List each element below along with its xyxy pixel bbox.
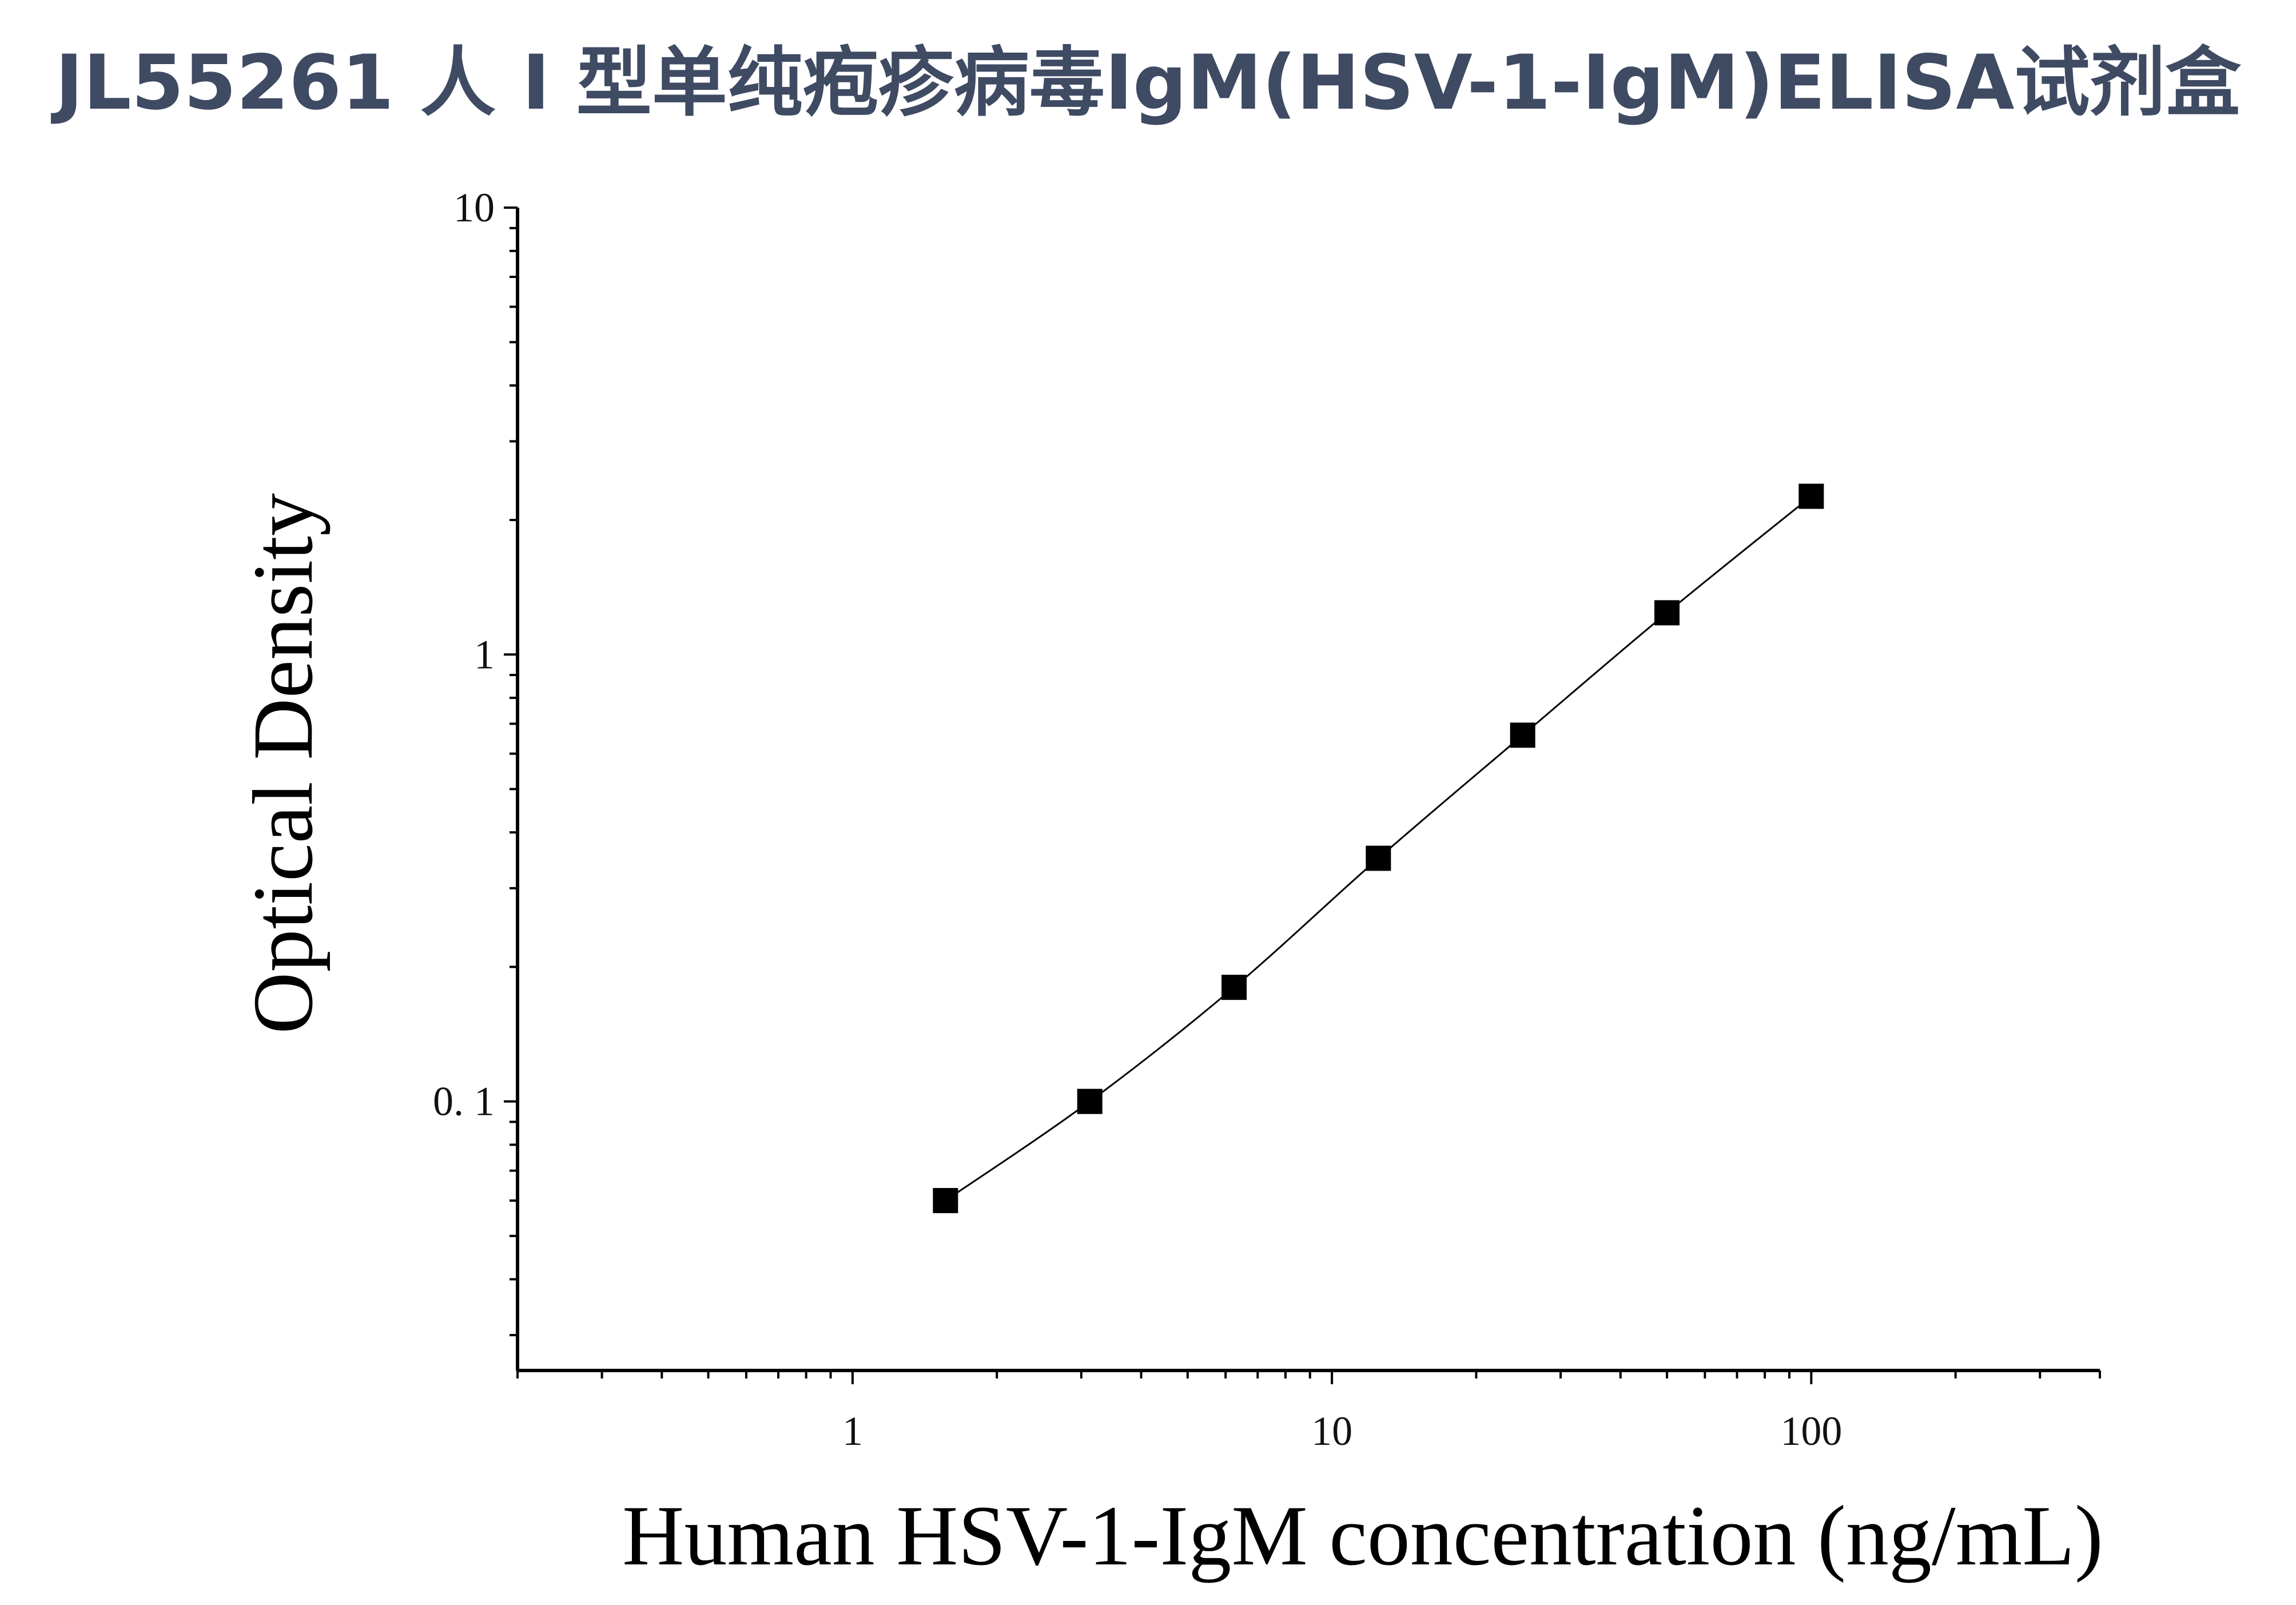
data-point	[1798, 483, 1824, 509]
page-title: JL55261 人 I 型单纯疱疹病毒IgM(HSV-1-IgM)ELISA试剂…	[55, 39, 2241, 127]
data-point	[1654, 600, 1680, 626]
data-point	[1221, 975, 1247, 1000]
x-tick-label: 100	[1780, 1408, 1842, 1454]
data-point	[1510, 722, 1535, 748]
axes	[516, 208, 2100, 1372]
x-tick-label: 1	[842, 1408, 863, 1454]
data-point	[933, 1187, 958, 1213]
y-axis-title: Optical Density	[236, 493, 331, 1034]
y-tick-label: 0. 1	[433, 1079, 495, 1125]
y-tick-label: 1	[474, 631, 495, 677]
x-axis-title: Human HSV-1-IgM concentration (ng/mL)	[622, 1488, 2103, 1583]
ticks	[504, 206, 2101, 1384]
data-points	[933, 483, 1824, 1213]
tick-labels: 0. 1 1 10 1 10 100	[433, 185, 1842, 1454]
x-tick-label: 10	[1311, 1408, 1352, 1454]
data-point	[1077, 1088, 1103, 1114]
data-point	[1366, 845, 1391, 871]
y-tick-label: 10	[453, 185, 495, 231]
